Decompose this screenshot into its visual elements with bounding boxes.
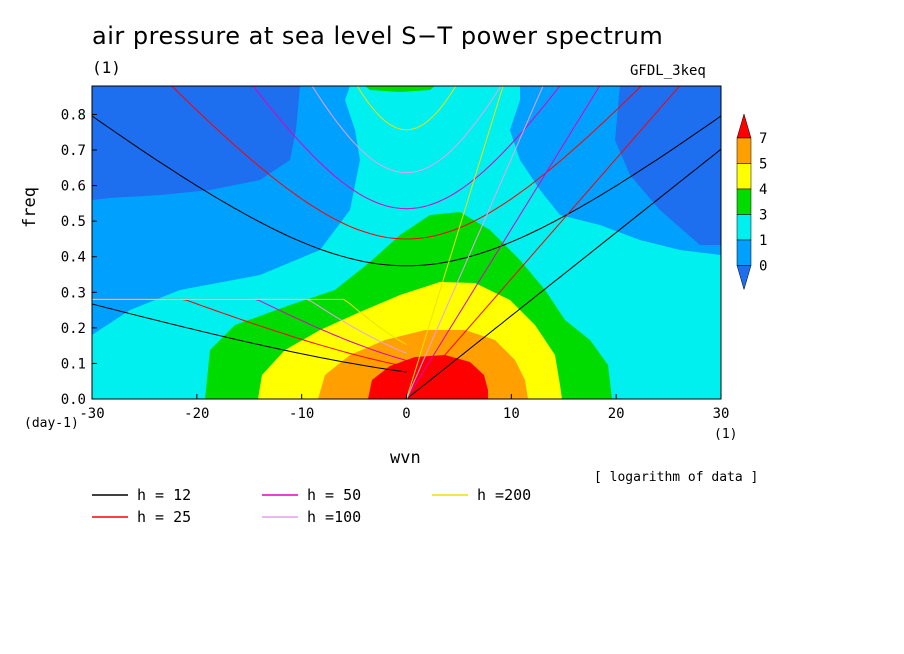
kelvin-curve	[406, 86, 681, 399]
contour-level-4-top	[365, 86, 435, 92]
x-axis-unit: (1)	[714, 427, 738, 442]
y-tick-label: 0.3	[61, 285, 86, 301]
title-unit: (1)	[92, 58, 121, 77]
dispersion-curves	[92, 86, 721, 399]
x-axis-label: wvn	[390, 448, 421, 468]
colorbar-segment	[736, 188, 752, 215]
colorbar-segment	[736, 214, 752, 241]
chart-title: air pressure at sea level S−T power spec…	[92, 22, 664, 50]
x-axis-ticks: -30 -20 -10 0 10 20 30	[79, 394, 729, 422]
contour-level-max	[368, 355, 488, 399]
y-tick-label: 0.5	[61, 214, 86, 230]
x-tick-label: 20	[608, 406, 625, 422]
x-tick-label: -30	[79, 406, 104, 422]
kelvin-curve	[406, 148, 721, 399]
colorbar-label: 5	[759, 157, 767, 173]
x-tick-label: 10	[503, 406, 520, 422]
gravity-wave-curve	[311, 86, 502, 174]
gravity-wave-curve	[356, 86, 457, 131]
y-axis-unit: (day-1)	[24, 416, 79, 431]
kelvin-curve	[406, 86, 544, 399]
mixed-wave-curve	[92, 303, 407, 373]
colorbar-segment	[736, 239, 752, 266]
data-note: [ logarithm of data ]	[594, 470, 759, 485]
colorbar: 7 5 4 3 1 0	[736, 113, 767, 291]
y-tick-label: 0.7	[61, 143, 86, 159]
legend-label: h =200	[477, 486, 531, 504]
gravity-wave-curve	[252, 86, 561, 210]
y-axis-ticks: 0.0 0.1 0.2 0.3 0.4 0.5 0.6 0.7 0.8	[61, 107, 97, 408]
colorbar-segment	[736, 163, 752, 190]
legend-label: h = 50	[307, 486, 361, 504]
mixed-wave-curve	[92, 298, 407, 346]
colorbar-segment	[736, 137, 752, 164]
colorbar-label: 1	[759, 233, 767, 249]
y-tick-label: 0.8	[61, 107, 86, 123]
y-tick-label: 0.1	[61, 356, 86, 372]
gravity-wave-curve	[92, 115, 721, 267]
x-tick-label: -20	[184, 406, 209, 422]
x-tick-label: 0	[402, 406, 410, 422]
y-tick-label: 0.6	[61, 179, 86, 195]
colorbar-label: 7	[759, 131, 767, 147]
kelvin-curve	[406, 86, 601, 399]
kelvin-curve	[406, 86, 504, 399]
colorbar-max-triangle	[736, 113, 752, 139]
x-tick-label: 30	[713, 406, 730, 422]
colorbar-min-triangle	[736, 265, 752, 291]
legend: h = 12 h = 25 h = 50 h =100 h =200	[92, 486, 531, 526]
contour-level-0-upper-right	[615, 86, 721, 245]
contour-level-0-upper-left	[92, 86, 300, 200]
legend-label: h = 12	[137, 486, 191, 504]
gravity-wave-curve	[171, 86, 642, 240]
legend-label: h = 25	[137, 508, 191, 526]
legend-label: h =100	[307, 508, 361, 526]
y-tick-label: 0.0	[61, 392, 86, 408]
model-name: GFDL_3keq	[630, 63, 706, 79]
contour-fill-layer	[92, 86, 721, 399]
colorbar-label: 4	[759, 182, 767, 198]
x-tick-label: -10	[289, 406, 314, 422]
y-tick-label: 0.4	[61, 250, 86, 266]
colorbar-label: 3	[759, 208, 767, 224]
colorbar-label: 0	[759, 259, 767, 275]
y-axis-label: freq	[20, 187, 40, 228]
y-tick-label: 0.2	[61, 321, 86, 337]
